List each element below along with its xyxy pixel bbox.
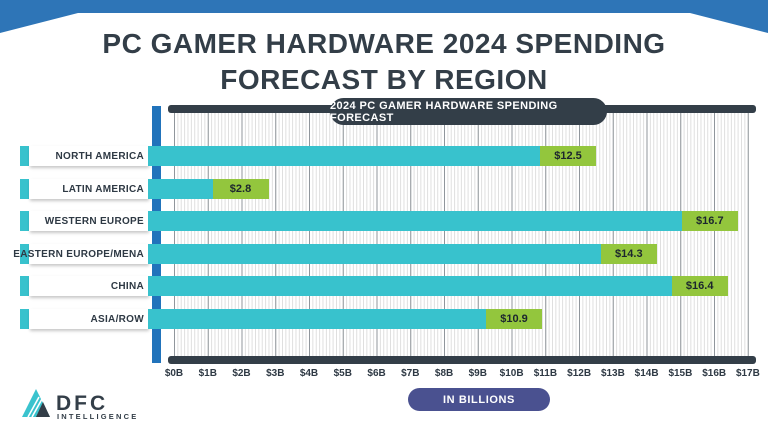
plot-bottom-border xyxy=(168,356,756,364)
row-marker-icon xyxy=(20,276,29,296)
x-tick-label: $12B xyxy=(567,368,592,379)
logo-mountain-shadow-icon xyxy=(36,402,50,417)
dfc-logo-graphic: DFC INTELLIGENCE xyxy=(22,389,138,421)
row-marker-icon xyxy=(20,211,29,231)
chart-header-label: 2024 PC GAMER HARDWARE SPENDING FORECAST xyxy=(330,99,558,124)
dfc-intelligence-logo: DFC INTELLIGENCE xyxy=(20,386,150,424)
category-label: ASIA/ROW xyxy=(29,309,148,329)
value-label-badge: $10.9 xyxy=(486,309,542,329)
x-tick-label: $15B xyxy=(668,368,693,379)
x-axis-unit-label: IN BILLIONS xyxy=(443,393,515,406)
x-tick-label: $3B xyxy=(266,368,285,379)
x-axis-unit-badge: IN BILLIONS xyxy=(408,388,550,411)
value-bar xyxy=(148,309,542,329)
x-tick-label: $2B xyxy=(232,368,251,379)
x-tick-label: $4B xyxy=(299,368,319,379)
x-tick-label: $11B xyxy=(533,368,558,379)
row-marker-icon xyxy=(20,244,29,264)
value-label-badge: $16.4 xyxy=(671,276,728,296)
x-tick-label: $5B xyxy=(333,368,352,379)
x-tick-label: $14B xyxy=(634,368,659,379)
value-label-badge: $14.3 xyxy=(600,244,657,264)
x-tick-label: $7B xyxy=(401,368,420,379)
value-label-badge: $12.5 xyxy=(540,146,596,166)
x-tick-label: $10B xyxy=(499,368,524,379)
value-bar xyxy=(148,146,596,166)
row-marker-icon xyxy=(20,179,29,199)
value-bar xyxy=(148,276,728,296)
value-label-badge: $16.7 xyxy=(681,211,738,231)
x-tick-label: $0B xyxy=(164,368,184,379)
page-title: PC GAMER HARDWARE 2024 SPENDING FORECAST … xyxy=(0,26,768,98)
page-title-line1: PC GAMER HARDWARE 2024 SPENDING xyxy=(102,28,666,59)
logo-name-text: DFC xyxy=(56,392,108,415)
page-title-line2: FORECAST BY REGION xyxy=(220,64,548,95)
category-label: CHINA xyxy=(29,276,148,296)
category-label: NORTH AMERICA xyxy=(29,146,148,166)
x-tick-label: $1B xyxy=(198,368,217,379)
x-tick-label: $9B xyxy=(468,368,487,379)
x-tick-label: $8B xyxy=(434,368,454,379)
value-label-badge: $2.8 xyxy=(212,179,269,199)
x-tick-label: $13B xyxy=(600,368,625,379)
category-label: WESTERN EUROPE xyxy=(29,211,148,231)
x-tick-label: $17B xyxy=(735,368,760,379)
value-bar xyxy=(148,244,657,264)
value-bar xyxy=(148,211,738,231)
logo-subtitle-text: INTELLIGENCE xyxy=(57,412,138,421)
row-marker-icon xyxy=(20,309,29,329)
row-marker-icon xyxy=(20,146,29,166)
chart-header-badge: 2024 PC GAMER HARDWARE SPENDING FORECAST xyxy=(330,98,607,125)
x-tick-label: $6B xyxy=(367,368,386,379)
y-axis-line xyxy=(152,106,161,363)
x-tick-label: $16B xyxy=(702,368,727,379)
category-label: LATIN AMERICA xyxy=(29,179,148,199)
category-label: EASTERN EUROPE/MENA xyxy=(13,244,148,264)
